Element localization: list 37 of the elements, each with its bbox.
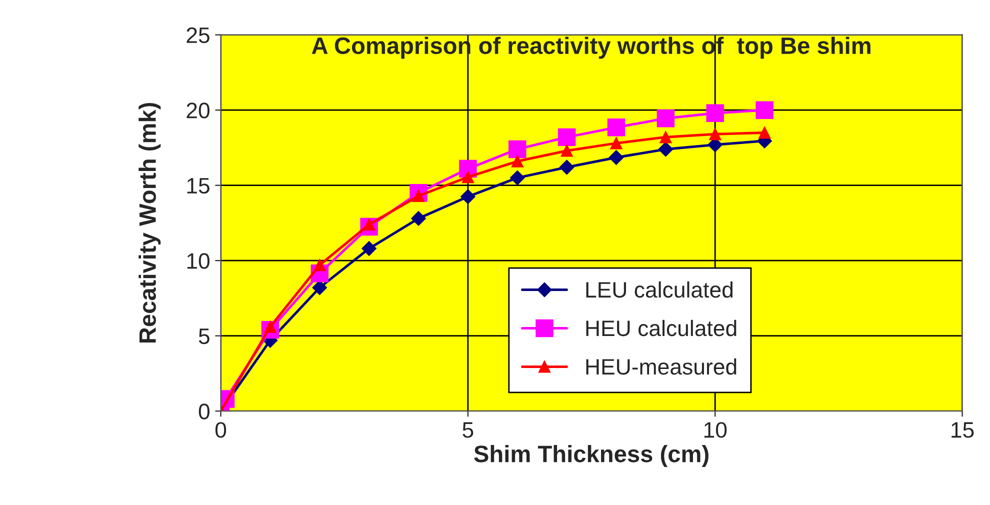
- x-tick-label: 0: [215, 422, 226, 438]
- point: [608, 150, 624, 165]
- point: [709, 128, 722, 140]
- point: [756, 101, 774, 119]
- point: [758, 126, 771, 139]
- point: [510, 170, 525, 186]
- point: [656, 110, 675, 128]
- y-tick-label: 20: [186, 102, 210, 118]
- point: [362, 241, 376, 256]
- point: [560, 144, 573, 157]
- x-tick-label: 10: [704, 422, 727, 438]
- point: [460, 189, 476, 204]
- point: [706, 104, 724, 122]
- y-tick-label: 5: [198, 328, 210, 344]
- y-tick-label: 10: [187, 253, 210, 269]
- point: [607, 118, 626, 136]
- point: [660, 131, 672, 144]
- legend-label: LEU calculated: [586, 281, 733, 298]
- y-axis-title: Recativity Worth (mk): [138, 102, 161, 343]
- point: [610, 137, 622, 150]
- point: [508, 140, 526, 158]
- legend-label: HEU-measured: [586, 358, 736, 375]
- point: [462, 170, 474, 184]
- point: [511, 155, 524, 168]
- x-tick-label: 5: [462, 422, 474, 438]
- y-tick-label: 0: [198, 404, 210, 420]
- point: [411, 211, 426, 226]
- x-tick-label: 15: [952, 422, 974, 438]
- y-tick-label: 15: [187, 178, 210, 194]
- point: [658, 142, 674, 157]
- x-axis-title: Shim Thickness (cm): [474, 444, 708, 467]
- point: [314, 259, 326, 272]
- point: [312, 280, 328, 296]
- point: [559, 160, 574, 175]
- y-tick-label: 25: [186, 27, 210, 44]
- legend-label: HEU calculated: [586, 320, 736, 336]
- point: [558, 128, 576, 146]
